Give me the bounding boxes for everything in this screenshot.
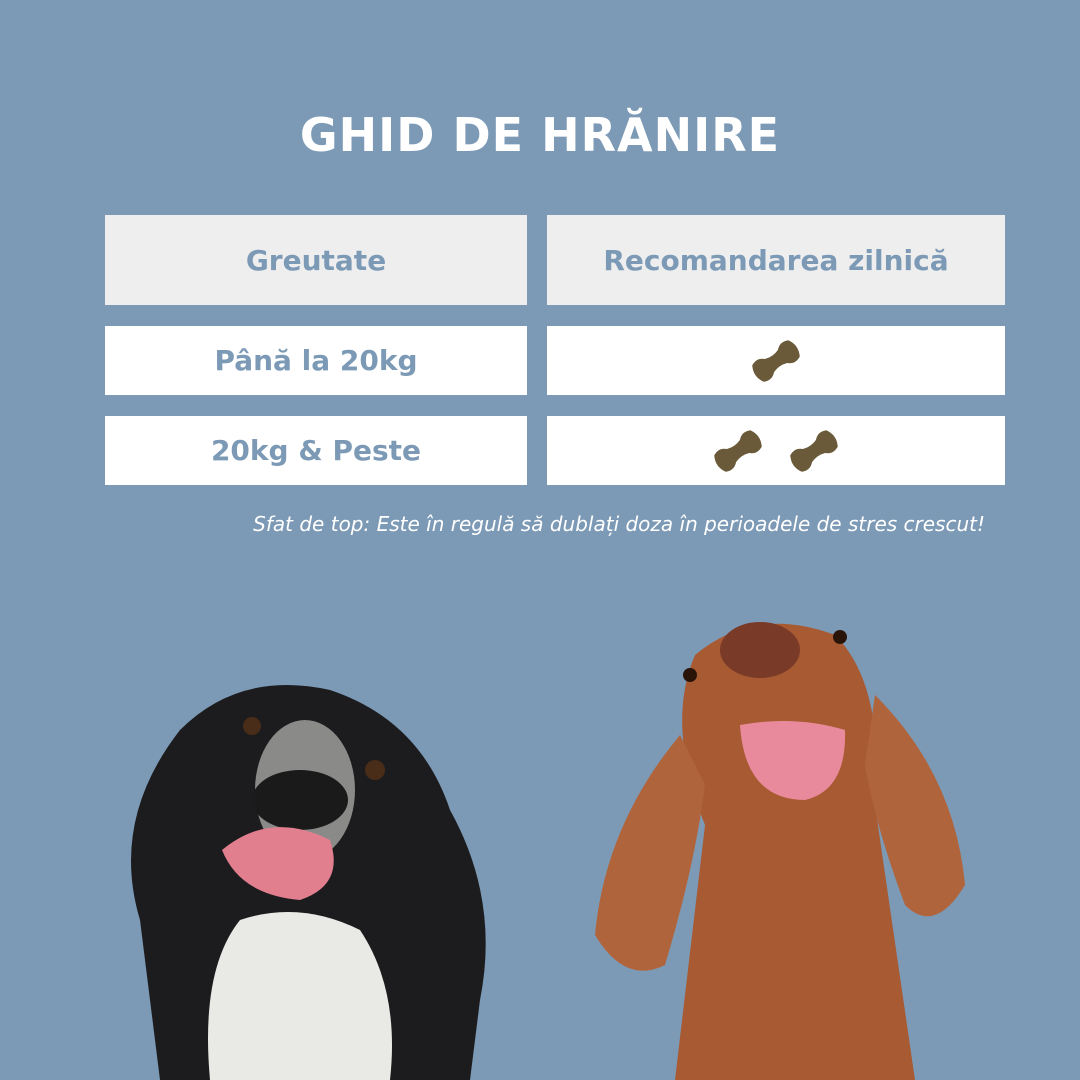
row-weight-2: 20kg & Peste bbox=[105, 416, 527, 485]
row-treats-1 bbox=[547, 326, 1005, 395]
header-recommendation: Recomandarea zilnică bbox=[547, 215, 1005, 305]
bone-treat-icon bbox=[790, 429, 838, 472]
black-white-dog-image bbox=[131, 685, 486, 1080]
row-weight-1: Până la 20kg bbox=[105, 326, 527, 395]
vizsla-dog-image bbox=[595, 622, 965, 1080]
tip-text: Sfat de top: Este în regulă să dublați d… bbox=[253, 512, 985, 536]
row-treats-2 bbox=[547, 416, 1005, 485]
page-title: GHID DE HRĂNIRE bbox=[299, 108, 781, 162]
header-weight: Greutate bbox=[105, 215, 527, 305]
bone-treat-icon bbox=[752, 339, 800, 382]
bone-treat-icon bbox=[714, 429, 762, 472]
